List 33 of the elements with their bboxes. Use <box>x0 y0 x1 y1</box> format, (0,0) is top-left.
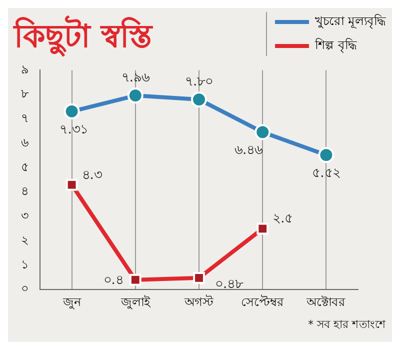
x-tick-label: জুন <box>62 294 82 310</box>
data-label: ৭.৩১ <box>60 122 88 138</box>
data-label: ৫.৫২ <box>312 166 340 182</box>
data-label: ০.৪ <box>103 272 124 288</box>
data-label: ৪.৩ <box>82 168 102 183</box>
legend-label: খুচরো মূল্যবৃদ্ধি <box>315 13 386 31</box>
point <box>64 103 80 120</box>
point <box>191 91 207 108</box>
data-label: ৭.৮০ <box>184 74 214 90</box>
data-label: ৭.৯৬ <box>121 70 150 86</box>
y-tick-label: ১ <box>21 257 29 272</box>
y-tick-label: ৪ <box>21 184 29 198</box>
legend-label: শিল্প বৃদ্ধি <box>315 37 357 55</box>
point <box>254 124 271 140</box>
x-tick-label: সেপ্টেম্বর <box>241 294 284 309</box>
y-tick-label: ৭ <box>21 111 29 126</box>
x-tick-label: জুলাই <box>120 294 151 310</box>
y-tick-label: ৫ <box>21 160 29 174</box>
y-tick-label: ২ <box>21 232 29 247</box>
y-tick-label: ৬ <box>21 135 29 150</box>
y-tick-label: ৩ <box>21 208 29 223</box>
point <box>318 147 334 164</box>
data-label: ৬.৪৬ <box>234 143 264 158</box>
y-tick-label: ৯ <box>21 62 29 76</box>
data-label: ২.৫ <box>272 212 293 227</box>
point <box>127 88 144 104</box>
y-tick-label: ৮ <box>21 86 29 101</box>
data-label: ০.৪৮ <box>215 276 244 292</box>
x-tick-label: অগস্ট <box>184 294 214 309</box>
text: * সব হার শতাংশে <box>308 317 386 333</box>
chart-title: কিছুটা স্বস্তি <box>14 16 152 56</box>
y-tick-label: ০ <box>21 282 29 296</box>
x-tick-label: অক্টোবর <box>306 294 346 309</box>
